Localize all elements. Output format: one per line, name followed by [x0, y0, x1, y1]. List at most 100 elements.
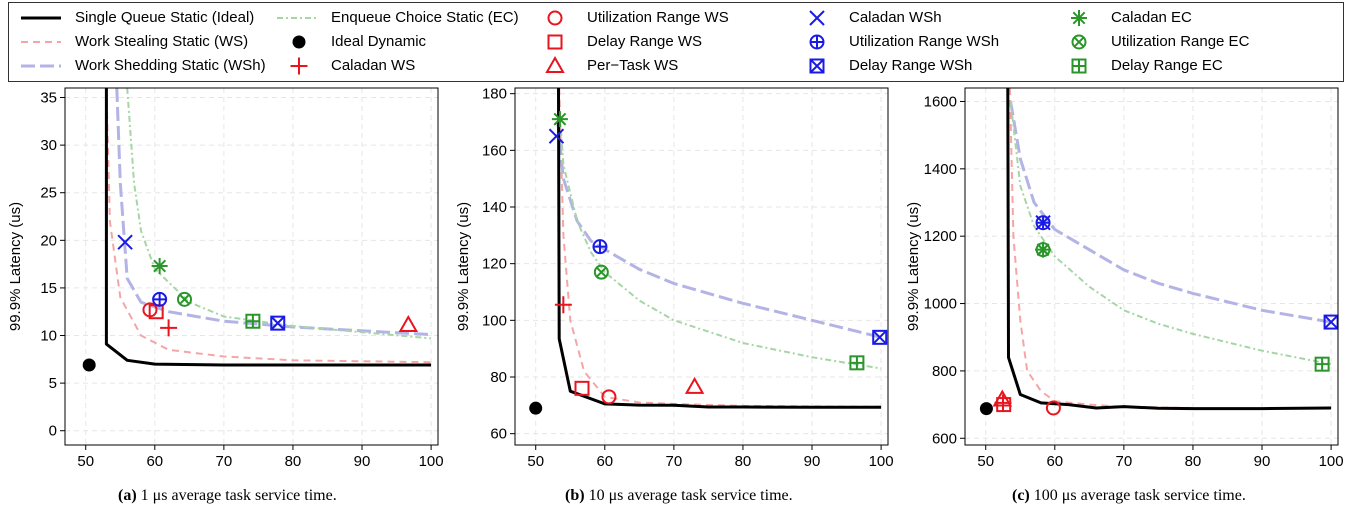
y-tick-label: 1200 — [924, 228, 957, 245]
x-axis-label: CPU Utilization (% of total cores) — [1042, 476, 1260, 477]
y-tick-label: 120 — [482, 256, 507, 273]
series-line-work-stealing-static-ws — [105, 88, 432, 364]
y-tick-label: 1600 — [924, 93, 957, 110]
legend-symbol-utilization-range-ws — [547, 10, 563, 26]
legend-label: Work Shedding Static (WSh) — [75, 57, 266, 74]
legend-label: Caladan EC — [1111, 9, 1192, 26]
chart-legend: Single Queue Static (Ideal) Work Stealing… — [8, 2, 1344, 82]
y-tick-label: 1000 — [924, 296, 957, 313]
y-tick-label: 15 — [40, 280, 57, 297]
series-line-single-queue-static-ideal — [1006, 88, 1332, 411]
legend-label: Delay Range EC — [1111, 57, 1223, 74]
point-utilization-range-wsh — [592, 239, 608, 255]
caption-b-label: (b) — [565, 487, 585, 504]
chart-plot-c: 50 60 70 80 90 100 600 800 1000 1200 1400 1600 CPU U… — [905, 87, 1344, 493]
y-tick-label: 140 — [482, 199, 507, 216]
chart-panel-b: 50 60 70 80 90 100 60 80 100 120 140 160 180 CPU Util… — [450, 82, 900, 493]
x-tick-label: 80 — [285, 453, 302, 470]
legend-symbol-per-task-ws — [545, 55, 565, 73]
legend-symbol-caladan-wsh — [809, 10, 825, 26]
x-tick-label: 90 — [1254, 453, 1271, 470]
point-caladan-ec — [551, 111, 568, 128]
point-caladan-ws — [554, 296, 572, 314]
legend-symbol-utilization-range-ec — [1071, 34, 1087, 50]
legend-symbol-ideal-dynamic — [292, 35, 306, 49]
x-tick-label: 60 — [596, 453, 613, 470]
grid — [965, 88, 1338, 445]
caption-c-text: 100 μs average task service time. — [1033, 487, 1246, 504]
y-tick-label: 30 — [40, 137, 57, 154]
caption-b-text: 10 μs average task service time. — [588, 487, 793, 504]
y-tick-label: 800 — [932, 363, 957, 380]
series-line-single-queue-static-ideal — [104, 88, 432, 367]
caption-a-label: (a) — [118, 487, 137, 504]
point-utilization-range-ec — [593, 264, 609, 280]
y-tick-label: 5 — [49, 375, 57, 392]
x-tick-label: 100 — [1319, 453, 1344, 470]
y-tick-label: 600 — [932, 430, 957, 447]
legend-label: Enqueue Choice Static (EC) — [331, 9, 519, 26]
x-tick-label: 70 — [666, 453, 683, 470]
caption-b: (b) 10 μs average task service time. — [565, 487, 793, 505]
legend-symbol-work-shedding-static-wsh — [21, 64, 61, 68]
legend-label: Delay Range WS — [587, 33, 703, 50]
point-delay-range-wsh — [872, 329, 888, 345]
x-axis-label: CPU Utilization (% of total cores) — [142, 476, 360, 477]
point-utilization-range-wsh — [152, 291, 168, 307]
legend-label: Ideal Dynamic — [331, 33, 427, 50]
point-utilization-range-ec — [1035, 242, 1051, 258]
point-delay-range-ec — [245, 313, 261, 329]
legend-label: Caladan WSh — [849, 9, 942, 26]
point-caladan-ws — [160, 319, 178, 337]
x-tick-label: 60 — [1046, 453, 1063, 470]
point-utilization-range-wsh — [1035, 215, 1051, 231]
plot-frame — [514, 87, 889, 446]
point-utilization-range-ws — [601, 389, 617, 405]
y-tick-label: 20 — [40, 232, 57, 249]
legend-symbol-delay-range-ws — [547, 34, 563, 50]
legend-label: Caladan WS — [331, 57, 416, 74]
chart-panel-c: 50 60 70 80 90 100 600 800 1000 1200 1400 1600 CPU U… — [900, 82, 1350, 493]
legend-symbol-work-stealing-static-ws — [21, 41, 61, 43]
point-caladan-wsh — [548, 128, 565, 144]
legend-label: Delay Range WSh — [849, 57, 973, 74]
point-per-task-ws — [992, 389, 1013, 407]
series-line-work-shedding-static-wsh — [556, 121, 882, 339]
y-axis-label: 99.9% Latency (us) — [905, 202, 922, 331]
point-ideal-dynamic — [82, 358, 96, 372]
y-tick-label: 10 — [40, 328, 57, 345]
y-tick-label: 60 — [490, 426, 507, 443]
point-caladan-wsh — [117, 234, 133, 250]
legend-label: Work Stealing Static (WS) — [75, 33, 249, 50]
series-line-enqueue-choice-static-ec — [1009, 101, 1332, 366]
y-tick-label: 0 — [49, 423, 57, 440]
x-tick-label: 80 — [1185, 453, 1202, 470]
legend-label: Utilization Range WS — [587, 9, 729, 26]
series-line-enqueue-choice-static-ec — [126, 88, 432, 340]
x-tick-label: 80 — [735, 453, 752, 470]
point-per-task-ws — [398, 315, 419, 333]
plot-frame — [64, 87, 439, 446]
point-per-task-ws — [684, 376, 705, 394]
legend-label: Utilization Range EC — [1111, 33, 1250, 50]
y-tick-label: 100 — [482, 312, 507, 329]
y-tick-label: 25 — [40, 185, 57, 202]
legend-symbol-delay-range-wsh — [809, 58, 825, 74]
caption-c: (c) 100 μs average task service time. — [1012, 487, 1246, 505]
caption-a: (a) 1 μs average task service time. — [118, 487, 337, 505]
y-tick-label: 160 — [482, 142, 507, 159]
point-delay-range-ec — [849, 355, 865, 371]
x-tick-label: 100 — [869, 453, 894, 470]
x-tick-label: 90 — [354, 453, 371, 470]
caption-a-text: 1 μs average task service time. — [140, 487, 337, 504]
legend-symbol-caladan-ec — [1071, 10, 1087, 26]
legend-symbol-caladan-ws — [290, 57, 308, 75]
x-tick-label: 50 — [77, 453, 94, 470]
legend-symbol-utilization-range-wsh — [809, 34, 825, 50]
point-delay-range-ws — [574, 380, 590, 396]
plot-frame — [964, 87, 1339, 446]
series-line-work-stealing-static-ws — [558, 88, 882, 408]
series-line-single-queue-static-ideal — [557, 88, 882, 409]
y-tick-label: 1400 — [924, 161, 957, 178]
y-tick-label: 180 — [482, 86, 507, 103]
